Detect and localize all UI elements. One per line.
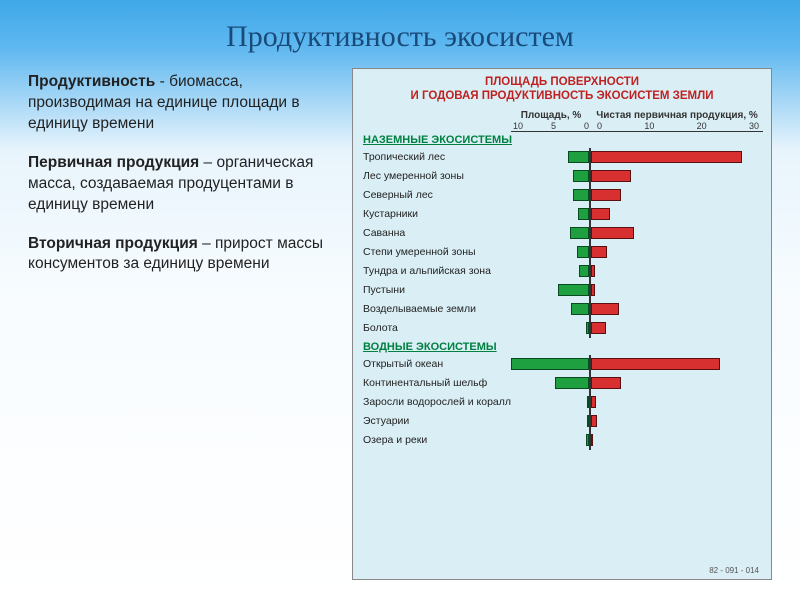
productivity-bar [591, 208, 610, 220]
chart-row: Эстуарии [361, 412, 763, 431]
chart-row: Саванна [361, 224, 763, 243]
area-bar [578, 208, 589, 220]
area-bar [577, 246, 589, 258]
area-bar [573, 170, 589, 182]
area-bar [570, 227, 589, 239]
productivity-bar [591, 151, 742, 163]
area-bar [568, 151, 589, 163]
area-bar [579, 265, 589, 277]
productivity-bar [591, 396, 596, 408]
row-label: Пустыни [361, 284, 511, 296]
row-label: Болота [361, 322, 511, 334]
productivity-bar [591, 303, 619, 315]
productivity-bar [591, 284, 595, 296]
section-header: НАЗЕМНЫЕ ЭКОСИСТЕМЫ [361, 131, 763, 148]
axis-ticks: 1050 0102030 [361, 121, 763, 131]
row-label: Северный лес [361, 189, 511, 201]
row-label: Заросли водорослей и кораллы [361, 396, 511, 408]
productivity-bar [591, 434, 593, 446]
row-label: Континентальный шельф [361, 377, 511, 389]
definition: Продуктивность - биомасса, производимая … [28, 72, 338, 135]
chart-row: Пустыни [361, 281, 763, 300]
productivity-bar [591, 322, 606, 334]
row-label: Открытый океан [361, 358, 511, 370]
row-label: Саванна [361, 227, 511, 239]
productivity-bar [591, 227, 634, 239]
chart-row: Тундра и альпийская зона [361, 262, 763, 281]
area-bar [586, 322, 589, 334]
row-label: Лес умеренной зоны [361, 170, 511, 182]
row-label: Озера и реки [361, 434, 511, 446]
slide-title: Продуктивность экосистем [28, 20, 772, 54]
chart-row: Озера и реки [361, 431, 763, 450]
productivity-bar [591, 358, 720, 370]
chart-row: Болота [361, 319, 763, 338]
productivity-bar [591, 265, 595, 277]
productivity-bar [591, 377, 621, 389]
chart-row: Заросли водорослей и кораллы [361, 393, 763, 412]
row-label: Степи умеренной зоны [361, 246, 511, 258]
definition: Вторичная продукция – прирост массы конс… [28, 234, 338, 276]
area-bar [558, 284, 589, 296]
area-bar [573, 189, 589, 201]
ecosystem-chart: ПЛОЩАДЬ ПОВЕРХНОСТИ И ГОДОВАЯ ПРОДУКТИВН… [352, 68, 772, 580]
chart-row: Возделываемые земли [361, 300, 763, 319]
area-bar [586, 434, 589, 446]
productivity-bar [591, 170, 631, 182]
area-bar [571, 303, 589, 315]
productivity-bar [591, 189, 621, 201]
chart-row: Континентальный шельф [361, 374, 763, 393]
row-label: Тропический лес [361, 151, 511, 163]
section-header: ВОДНЫЕ ЭКОСИСТЕМЫ [361, 338, 763, 355]
chart-row: Степи умеренной зоны [361, 243, 763, 262]
chart-row: Тропический лес [361, 148, 763, 167]
chart-row: Лес умеренной зоны [361, 167, 763, 186]
chart-id: 82 - 091 - 014 [709, 566, 759, 575]
area-bar [587, 396, 589, 408]
row-label: Тундра и альпийская зона [361, 265, 511, 277]
area-bar [587, 415, 589, 427]
chart-title: ПЛОЩАДЬ ПОВЕРХНОСТИ И ГОДОВАЯ ПРОДУКТИВН… [361, 75, 763, 104]
chart-row: Кустарники [361, 205, 763, 224]
area-bar [555, 377, 589, 389]
row-label: Эстуарии [361, 415, 511, 427]
chart-row: Открытый океан [361, 355, 763, 374]
productivity-bar [591, 246, 607, 258]
row-label: Возделываемые земли [361, 303, 511, 315]
chart-row: Северный лес [361, 186, 763, 205]
productivity-bar [591, 415, 597, 427]
definitions-panel: Продуктивность - биомасса, производимая … [28, 68, 338, 580]
row-label: Кустарники [361, 208, 511, 220]
definition: Первичная продукция – органическая масса… [28, 153, 338, 216]
area-bar [511, 358, 589, 370]
axis-labels: Площадь, % Чистая первичная продукция, % [361, 110, 763, 121]
